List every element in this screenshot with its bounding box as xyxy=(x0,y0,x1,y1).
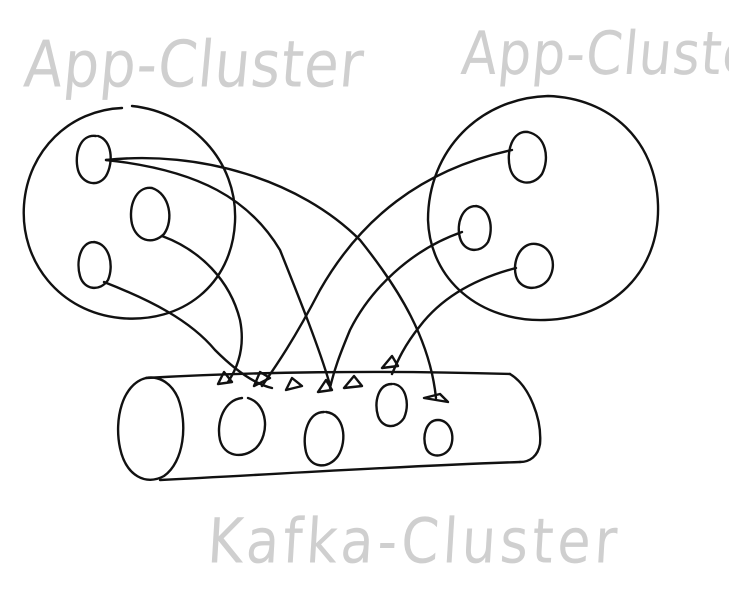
arrowhead-1 xyxy=(216,370,234,386)
kafka-node-2 xyxy=(303,410,345,467)
left-node-2-to-kafka-node-1-arrow xyxy=(160,234,244,384)
arrowhead-4 xyxy=(316,378,334,394)
kafka-cylinder-right-end xyxy=(508,372,542,464)
right-app-cluster-circle xyxy=(426,94,660,322)
kafka-node-3 xyxy=(375,382,408,428)
right-node-3-to-kafka-node-3-arrow xyxy=(390,266,518,376)
right-node-1 xyxy=(507,130,548,184)
kafka-cluster-label: Kafka-Cluster xyxy=(205,505,624,578)
arrowhead-5 xyxy=(342,374,364,390)
right-node-2 xyxy=(457,204,492,251)
arrowhead-3 xyxy=(284,376,304,392)
kafka-node-1 xyxy=(217,396,267,457)
right-cluster-label: App-Cluster xyxy=(458,20,729,89)
kafka-cylinder-top-edge xyxy=(144,370,512,380)
kafka-cylinder-left-cap xyxy=(116,376,185,481)
right-node-1-to-kafka-node-1-arrow xyxy=(260,148,514,388)
left-node-3 xyxy=(77,240,112,289)
left-cluster-label: App-Cluster xyxy=(21,28,368,103)
left-node-1 xyxy=(75,134,112,185)
left-node-3-to-kafka-arrow xyxy=(102,280,274,390)
kafka-node-4 xyxy=(423,418,454,457)
arrowhead-2 xyxy=(252,370,272,388)
arrowhead-6 xyxy=(380,354,400,370)
arrowhead-7 xyxy=(422,392,450,404)
kafka-cylinder-bottom-edge xyxy=(158,460,522,482)
left-node-1-to-kafka-node-3-arrow xyxy=(104,158,332,387)
left-node-1-to-kafka-node-4-arrow xyxy=(104,156,438,400)
left-app-cluster-circle xyxy=(22,104,237,320)
left-node-2 xyxy=(129,186,171,242)
right-node-3 xyxy=(513,242,555,289)
right-node-2-to-kafka-node-2-arrow xyxy=(328,230,464,390)
